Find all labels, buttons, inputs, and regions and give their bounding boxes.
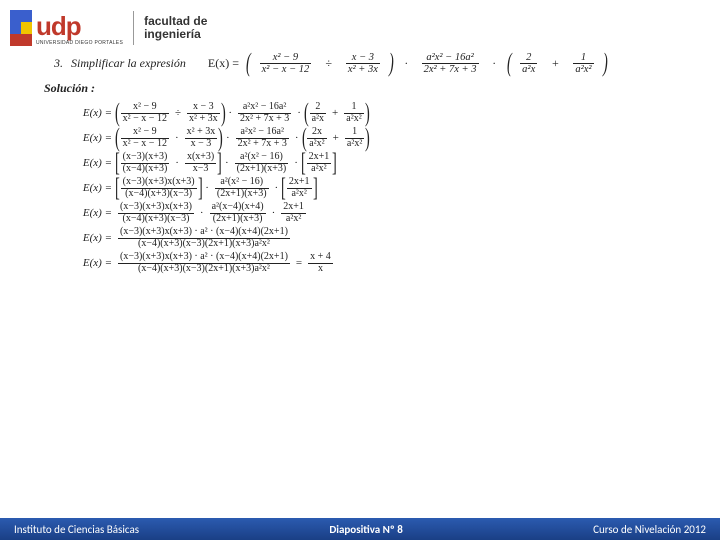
footer: Instituto de Ciencias Básicas Diapositiv…: [0, 518, 720, 540]
equation-step: E(x) =(x² − 9x² − x − 12·x² + 3xx − 3)·a…: [54, 127, 690, 149]
equation-step: E(x) =(x−3)(x+3)x(x+3)(x−4)(x+3)(x−3)·a²…: [54, 202, 690, 224]
equation-step: E(x) =(x−3)(x+3)x(x+3) · a² · (x−4)(x+4)…: [54, 227, 690, 249]
solution-label: Solución :: [44, 81, 690, 96]
solution-steps: E(x) =(x² − 9x² − x − 12÷x − 3x² + 3x)·a…: [54, 102, 690, 274]
term3: a²x² − 16a²2x² + 7x + 3: [422, 52, 479, 75]
equation-step: E(x) =[(x−3)(x+3)(x−4)(x+3)·x(x+3)x−3]·a…: [54, 152, 690, 174]
equation-step: E(x) =(x² − 9x² − x − 12÷x − 3x² + 3x)·a…: [54, 102, 690, 124]
university-subtitle: UNIVERSIDAD DIEGO PORTALES: [36, 40, 123, 46]
logo-flag-icon: [10, 10, 32, 46]
faculty-line2: ingeniería: [144, 28, 207, 41]
problem-number: 3.: [54, 56, 63, 71]
problem-verb: Simplificar la expresión: [71, 56, 186, 71]
footer-right: Curso de Nivelación 2012: [593, 523, 706, 536]
step-lhs: E(x) =: [54, 207, 116, 219]
header: udp UNIVERSIDAD DIEGO PORTALES facultad …: [0, 0, 720, 52]
step-lhs: E(x) =: [54, 107, 116, 119]
footer-center: Diapositiva Nº 8: [329, 523, 402, 536]
step-lhs: E(x) =: [54, 157, 116, 169]
slide-content: 3. Simplificar la expresión E(x) = ( x² …: [0, 52, 720, 274]
equation-step: E(x) =(x−3)(x+3)x(x+3) · a² · (x−4)(x+4)…: [54, 252, 690, 274]
term4: 2a²x: [520, 52, 537, 75]
problem-lhs: E(x) =: [208, 56, 239, 71]
equation-step: E(x) =[(x−3)(x+3)x(x+3)(x−4)(x+3)(x−3)]·…: [54, 177, 690, 199]
header-divider: [133, 11, 134, 45]
term5: 1a²x²: [573, 52, 593, 75]
step-lhs: E(x) =: [54, 132, 116, 144]
step-lhs: E(x) =: [54, 257, 116, 269]
term2: x − 3x² + 3x: [346, 52, 380, 75]
faculty-label: facultad de ingeniería: [144, 15, 207, 41]
problem-statement: 3. Simplificar la expresión E(x) = ( x² …: [54, 52, 690, 75]
step-lhs: E(x) =: [54, 232, 116, 244]
term1: x² − 9x² − x − 12: [260, 52, 312, 75]
logo-text: udp: [36, 11, 119, 42]
step-lhs: E(x) =: [54, 182, 116, 194]
footer-left: Instituto de Ciencias Básicas: [14, 523, 139, 536]
logo-block: udp UNIVERSIDAD DIEGO PORTALES: [36, 11, 123, 46]
